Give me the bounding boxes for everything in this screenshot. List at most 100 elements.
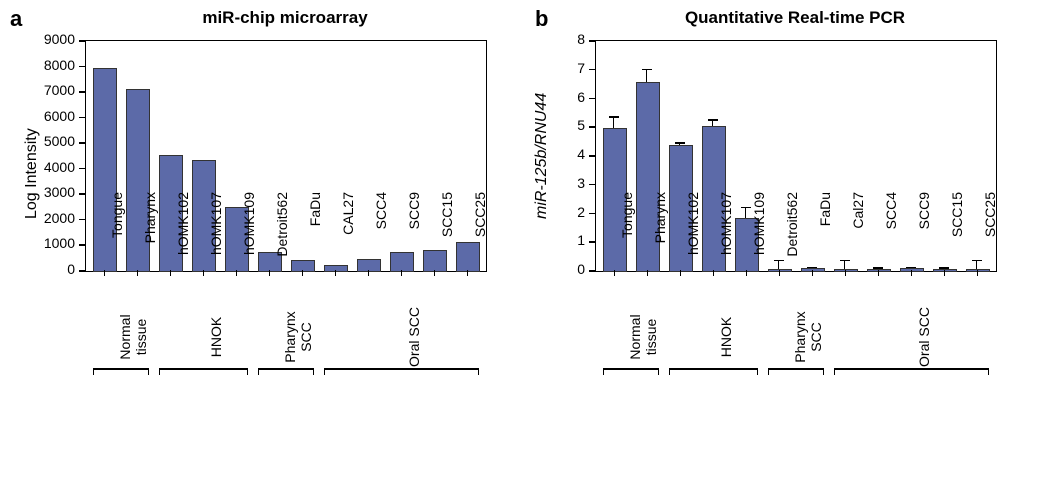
y-tick [589, 69, 595, 71]
group-bracket-end [757, 368, 759, 375]
group-label: Pharynx [792, 292, 808, 382]
y-tick [79, 244, 85, 246]
y-tick-label: 1000 [33, 235, 75, 251]
y-tick [79, 168, 85, 170]
x-tick [170, 270, 172, 276]
error-bar-cap [609, 116, 619, 118]
group-bracket-end [478, 368, 480, 375]
x-tick-label: Pharynx [652, 192, 668, 282]
chart-title: Quantitative Real-time PCR [665, 8, 925, 28]
x-tick-label: Tongue [109, 192, 125, 282]
y-tick-label: 5000 [33, 133, 75, 149]
group-bracket [834, 368, 988, 370]
error-bar-cap [642, 69, 652, 71]
y-tick [79, 219, 85, 221]
y-tick-label: 1 [543, 232, 585, 248]
x-tick-label: Detroit562 [784, 192, 800, 282]
group-label: Pharynx [282, 292, 298, 382]
x-tick [236, 270, 238, 276]
x-tick-label: SCC4 [373, 192, 389, 282]
x-tick [269, 270, 271, 276]
x-tick [335, 270, 337, 276]
y-tick [589, 213, 595, 215]
x-tick-label: Pharynx [142, 192, 158, 282]
chart-title: miR-chip microarray [155, 8, 415, 28]
group-label: HNOK [208, 292, 224, 382]
x-tick [614, 270, 616, 276]
group-label: tissue [643, 292, 659, 382]
group-bracket-end [603, 368, 605, 375]
y-tick [79, 66, 85, 68]
y-tick-label: 9000 [33, 31, 75, 47]
x-tick [434, 270, 436, 276]
x-tick-label: hOMK109 [751, 192, 767, 282]
group-bracket-end [834, 368, 836, 375]
y-tick [589, 126, 595, 128]
x-tick [680, 270, 682, 276]
y-tick-label: 2000 [33, 210, 75, 226]
group-bracket-end [669, 368, 671, 375]
x-tick-label: SCC9 [406, 192, 422, 282]
y-tick-label: 2 [543, 204, 585, 220]
x-tick [911, 270, 913, 276]
y-tick-label: 3000 [33, 184, 75, 200]
group-bracket [324, 368, 478, 370]
group-label: SCC [298, 292, 314, 382]
error-bar-cap [675, 142, 685, 144]
group-bracket [159, 368, 247, 370]
x-tick-label: SCC9 [916, 192, 932, 282]
x-tick-label: Cal27 [850, 192, 866, 282]
x-tick-label: CAL27 [340, 192, 356, 282]
y-tick-label: 7 [543, 60, 585, 76]
y-tick-label: 6000 [33, 108, 75, 124]
x-tick [944, 270, 946, 276]
group-label: HNOK [718, 292, 734, 382]
x-tick-label: SCC15 [949, 192, 965, 282]
x-tick-label: Detroit562 [274, 192, 290, 282]
y-tick-label: 6 [543, 89, 585, 105]
x-tick [302, 270, 304, 276]
y-tick-label: 4000 [33, 159, 75, 175]
y-tick-label: 8 [543, 31, 585, 47]
x-tick [368, 270, 370, 276]
group-bracket [669, 368, 757, 370]
error-bar-cap [873, 267, 883, 269]
x-tick [878, 270, 880, 276]
group-label: Oral SCC [916, 292, 932, 382]
y-tick [79, 193, 85, 195]
group-bracket-end [247, 368, 249, 375]
panel-a: amiR-chip microarraymiR-125bLog Intensit… [0, 0, 525, 502]
error-bar-cap [774, 260, 784, 262]
y-tick [589, 270, 595, 272]
panel-letter: a [10, 6, 22, 32]
x-tick-label: FaDu [307, 192, 323, 282]
x-tick-label: hOMK107 [718, 192, 734, 282]
y-tick [589, 184, 595, 186]
x-tick-label: hOMK109 [241, 192, 257, 282]
group-label: tissue [133, 292, 149, 382]
x-tick-label: hOMK107 [208, 192, 224, 282]
y-tick-label: 4 [543, 146, 585, 162]
group-bracket-end [159, 368, 161, 375]
group-label: Normal [627, 292, 643, 382]
x-tick-label: hOMK102 [175, 192, 191, 282]
y-tick-label: 7000 [33, 82, 75, 98]
error-bar-cap [906, 267, 916, 269]
x-tick-label: SCC15 [439, 192, 455, 282]
group-bracket-end [93, 368, 95, 375]
y-tick-label: 0 [33, 261, 75, 277]
x-tick [812, 270, 814, 276]
y-tick-label: 3 [543, 175, 585, 191]
x-tick [647, 270, 649, 276]
y-tick [79, 142, 85, 144]
x-tick-label: SCC25 [982, 192, 998, 282]
panel-letter: b [535, 6, 548, 32]
error-bar [745, 207, 747, 219]
y-tick [79, 91, 85, 93]
error-bar [613, 116, 615, 128]
y-tick [79, 117, 85, 119]
group-label: SCC [808, 292, 824, 382]
error-bar-cap [840, 260, 850, 262]
y-tick-label: 8000 [33, 57, 75, 73]
x-tick-label: FaDu [817, 192, 833, 282]
